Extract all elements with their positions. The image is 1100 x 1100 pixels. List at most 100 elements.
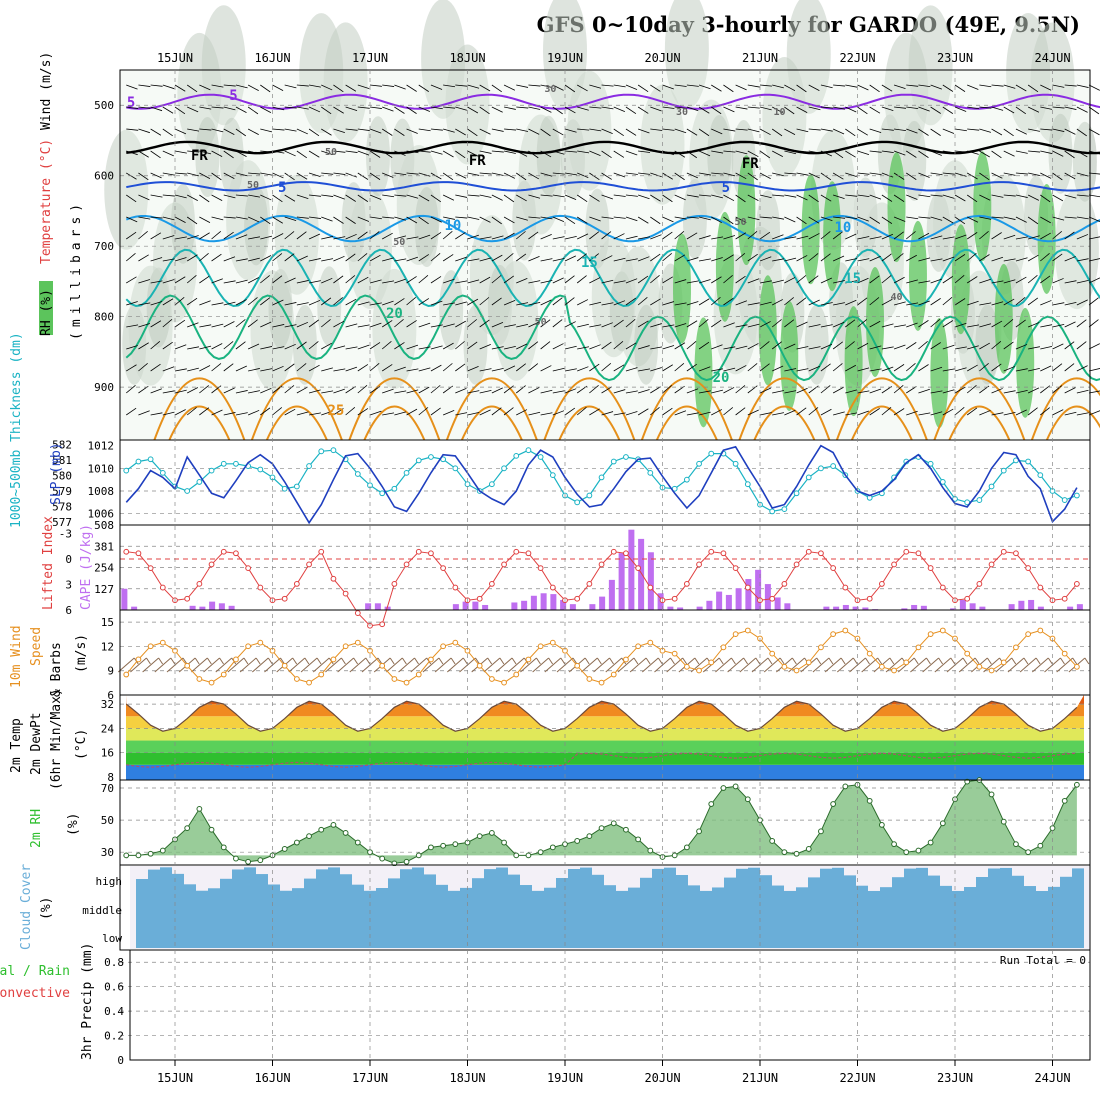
wind-barb: [711, 216, 722, 224]
wind-barb: [845, 128, 856, 137]
wind-barb: [723, 274, 733, 284]
wind-barb: [174, 236, 187, 240]
wind-barb: [308, 233, 321, 240]
wind-barb: [540, 365, 552, 372]
wind-barb: [260, 216, 271, 225]
date-label-top: 16JUN: [254, 51, 290, 65]
wind-barb: [382, 106, 394, 112]
wind-barb: [784, 257, 797, 262]
wind-barb: [1040, 407, 1050, 416]
cloud-high-bar: [568, 869, 580, 893]
wind-barb: [845, 280, 858, 284]
wind-barb: [1003, 411, 1016, 416]
lifted-index-point: [1061, 595, 1068, 602]
wind-speed-point: [135, 656, 142, 663]
wind-barb: [698, 150, 711, 157]
rh-shading-layer: [104, 0, 1099, 440]
surface-wind-barb: [520, 657, 537, 673]
wind-barb: [174, 150, 187, 154]
cloud-high-bar: [448, 890, 460, 893]
wind-barb: [942, 216, 954, 224]
wind-barb: [1064, 321, 1076, 328]
wind-barb: [516, 172, 527, 181]
wind-barb: [1027, 216, 1039, 225]
surface-wind-barb: [836, 657, 854, 673]
cloud-cover-panel: high middle low Cloud Cover (%): [19, 864, 1091, 951]
wind-barb: [552, 258, 565, 262]
wind-barb: [1015, 368, 1028, 372]
wind-barb: [564, 106, 576, 114]
wind-speed-point: [744, 627, 751, 634]
wind-barb: [1088, 106, 1100, 115]
wind-barb: [1003, 319, 1014, 328]
wind-barb: [747, 363, 758, 372]
thickness-line-point: [830, 463, 837, 469]
wind-barb: [442, 150, 454, 158]
wind-barb: [406, 150, 419, 154]
temperature-line: [125, 700, 1078, 732]
surface-wind-barb-flag: [926, 657, 931, 665]
wind-barb: [674, 106, 687, 109]
lifted-index-point: [842, 584, 849, 591]
wind-barb: [394, 128, 405, 136]
rh-shade-green: [951, 224, 970, 335]
temperature-contour-30: [948, 405, 1011, 441]
rh2m-line-point: [683, 844, 690, 851]
wind-barb: [430, 276, 442, 284]
wind-barb: [820, 106, 833, 109]
y-tick-label: 0.4: [104, 1005, 124, 1018]
wind-barb: [1003, 216, 1016, 220]
wind-barb: [869, 236, 882, 240]
wind-barb: [503, 84, 516, 91]
wind-barb: [967, 128, 980, 131]
wind-barb: [771, 128, 783, 137]
wind-barb: [930, 128, 941, 136]
wind-barb: [540, 194, 553, 197]
wind-barb: [942, 389, 955, 394]
cloud-high-bar: [676, 874, 688, 893]
wind-barb: [162, 390, 175, 394]
wind-barb: [272, 346, 285, 350]
wind-barb: [723, 194, 735, 202]
rh-shade-mid: [104, 129, 149, 250]
wind-barb: [540, 128, 551, 137]
lifted-index-point: [586, 581, 593, 587]
wind-barb: [686, 280, 699, 284]
y-tick-label: 9: [107, 665, 114, 678]
precip-axis: 0.80.60.40.20: [104, 956, 124, 1067]
y-tick-label: 0: [117, 1054, 124, 1067]
lifted-index-point: [488, 580, 495, 587]
wind-barb: [638, 150, 651, 153]
wind-barb: [711, 257, 723, 262]
rh2m-line-point: [123, 852, 130, 859]
surface-wind-barb-flag: [596, 657, 602, 665]
wind-barb: [235, 390, 248, 394]
wind-speed-point: [903, 659, 910, 666]
surface-wind-barb: [532, 657, 549, 673]
wind-barb: [223, 256, 236, 262]
rh-shade-dark: [171, 183, 195, 264]
wind-barb: [272, 84, 284, 91]
wind-barb: [638, 172, 651, 175]
wind-barb: [247, 319, 258, 328]
rh2m-line-point: [903, 849, 910, 856]
wind-barb: [784, 84, 796, 92]
thickness-line-point: [403, 469, 410, 476]
wind-barb: [284, 231, 295, 240]
wind-barb: [723, 367, 736, 372]
contour-label: 5: [278, 180, 286, 196]
wind-barb: [248, 257, 260, 262]
wind-barb: [796, 368, 809, 372]
wind-barb: [284, 385, 295, 394]
wind-barb: [382, 300, 394, 306]
wind-barb: [772, 234, 784, 240]
wind-barb: [881, 275, 892, 284]
cloud-high-bar: [556, 877, 568, 893]
wind-barb: [784, 172, 797, 175]
wind-barb: [918, 128, 929, 136]
wind-barb: [820, 231, 831, 240]
date-label-bottom: 19JUN: [547, 1071, 583, 1085]
wind-barb: [516, 106, 529, 109]
